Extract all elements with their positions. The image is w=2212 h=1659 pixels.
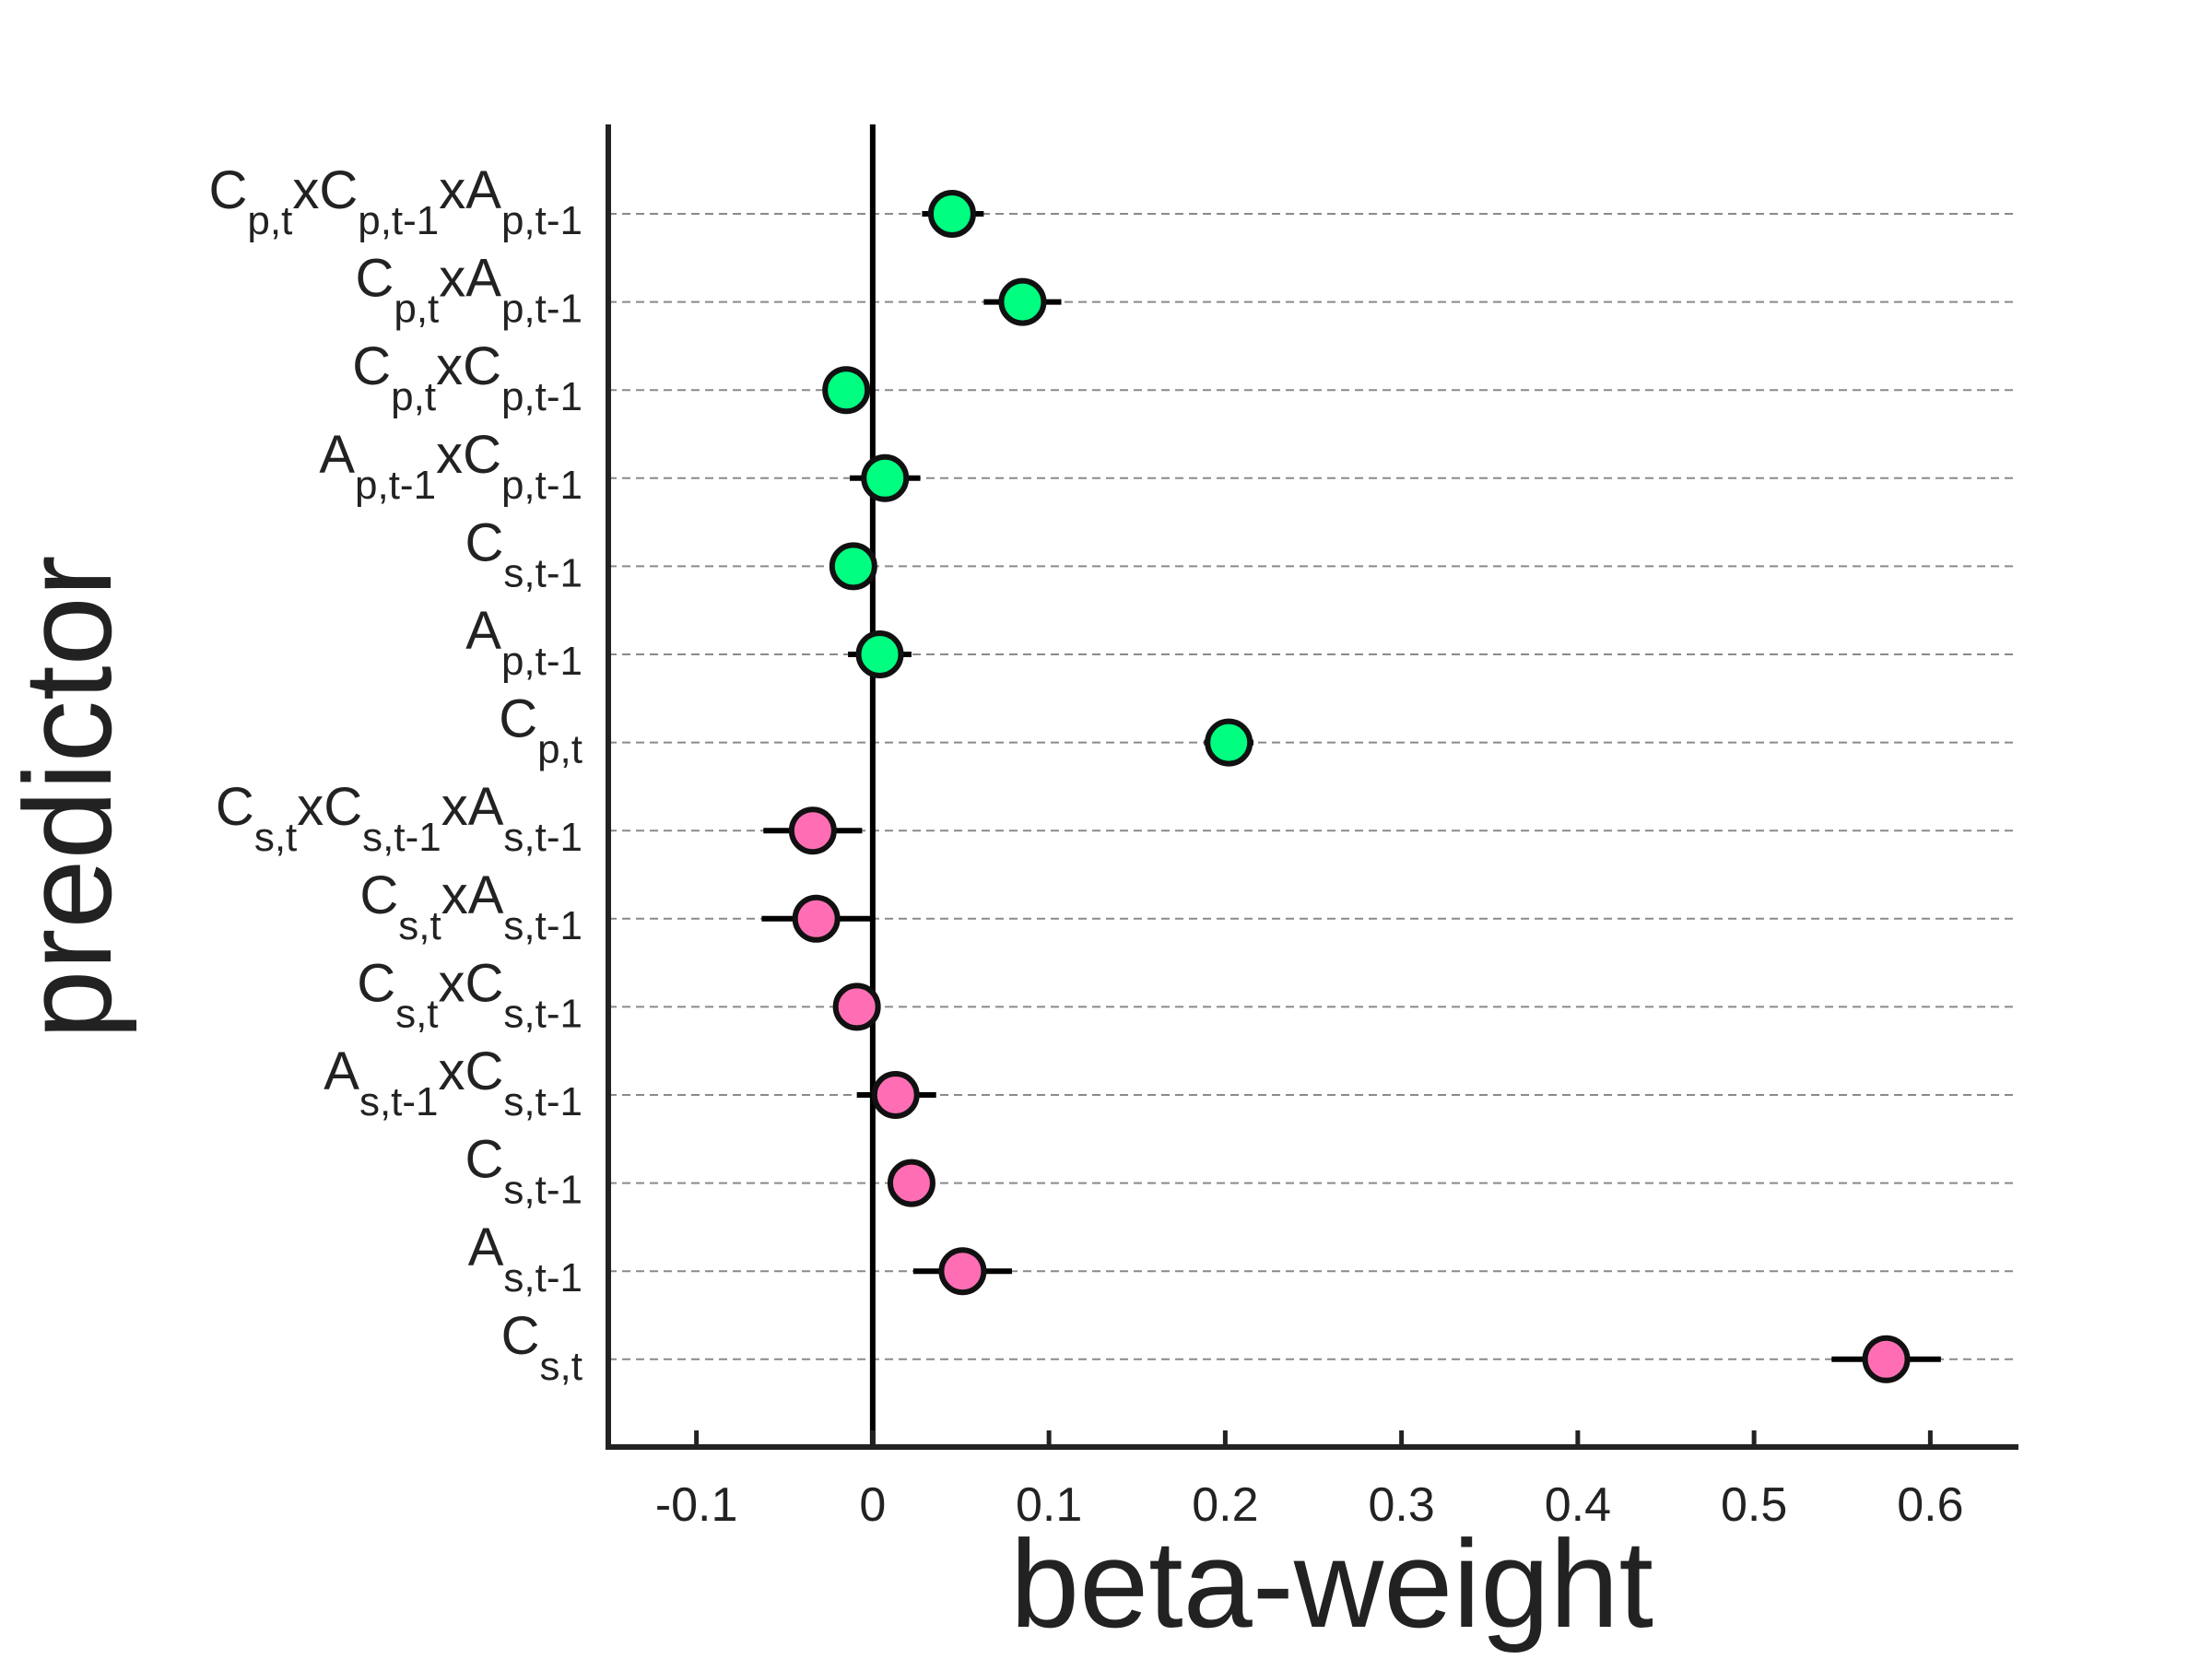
- y-tick-label: Cp,txCp,t-1xAp,t-1: [209, 160, 582, 243]
- y-tick-label: Cs,txCs,t-1: [357, 953, 582, 1036]
- y-tick-label: Cs,t-1: [465, 1130, 582, 1213]
- x-tick-label: 0.4: [1545, 1478, 1611, 1532]
- data-point: [887, 1159, 935, 1207]
- x-axis-title: beta-weight: [1010, 1514, 1653, 1653]
- y-tick-label: Cp,txCp,t-1: [352, 336, 582, 419]
- data-points: [761, 190, 1941, 1383]
- y-tick-label: Cp,t: [499, 689, 582, 772]
- data-point: [871, 1071, 920, 1119]
- data-point: [1862, 1335, 1911, 1383]
- y-tick-label: Cs,txAs,t-1: [359, 865, 582, 948]
- y-axis-title: predictor: [0, 555, 137, 1039]
- grid-lines: [608, 213, 2018, 1360]
- data-point: [861, 453, 910, 502]
- y-tick-label: Cp,txAp,t-1: [355, 249, 582, 332]
- y-tick-label: Ap,t-1: [465, 601, 582, 684]
- data-point: [822, 366, 871, 415]
- x-tick-label: -0.1: [655, 1478, 738, 1532]
- x-tick-label: 0.6: [1897, 1478, 1963, 1532]
- y-tick-label: Cs,txCs,t-1xAs,t-1: [216, 777, 582, 860]
- data-point: [1205, 718, 1253, 767]
- y-tick-label: Cs,t-1: [465, 512, 582, 595]
- y-tick-label: As,t-1: [468, 1218, 582, 1300]
- y-tick-label: Cs,t: [501, 1306, 582, 1389]
- x-tick-label: 0.1: [1016, 1478, 1082, 1532]
- y-tick-label: As,t-1xCs,t-1: [324, 1041, 582, 1124]
- data-point: [832, 982, 881, 1031]
- y-tick-labels: Cp,txCp,t-1xAp,t-1Cp,txAp,t-1Cp,txCp,t-1…: [209, 160, 582, 1389]
- x-tick-label: 0.5: [1721, 1478, 1787, 1532]
- x-tick-label: 0: [859, 1478, 886, 1532]
- axes: [606, 124, 2018, 1450]
- data-point: [938, 1247, 987, 1296]
- data-point: [792, 894, 841, 943]
- x-tick-label: 0.3: [1368, 1478, 1434, 1532]
- x-tick-label: 0.2: [1192, 1478, 1258, 1532]
- data-point: [829, 542, 877, 591]
- x-ticks: -0.1 0 0.1 0.2 0.3 0.4 0.5 0.6: [655, 1430, 1964, 1532]
- data-point: [998, 277, 1047, 326]
- data-point: [855, 630, 904, 678]
- data-point: [788, 806, 837, 855]
- y-tick-label: Ap,t-1xCp,t-1: [319, 425, 582, 508]
- data-point: [927, 190, 976, 238]
- axis-frame: [606, 124, 2018, 1450]
